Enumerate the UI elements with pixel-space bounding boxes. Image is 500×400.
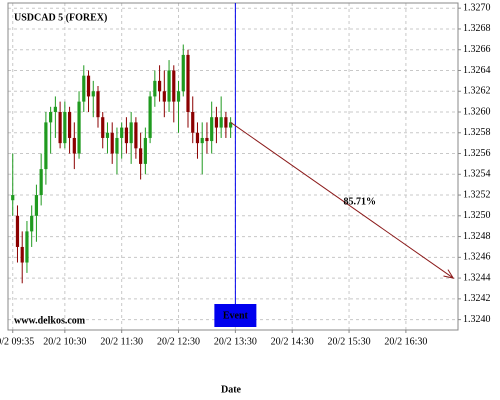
candle-body xyxy=(49,112,53,123)
candle-body xyxy=(229,122,233,128)
x-tick-label: 20/2 14:30 xyxy=(271,336,314,347)
candle-body xyxy=(139,148,143,164)
candle-body xyxy=(44,122,48,170)
candle-body xyxy=(63,112,67,144)
candle-body xyxy=(134,122,138,149)
candle-body xyxy=(34,195,39,216)
candle-body xyxy=(86,75,91,97)
candles xyxy=(11,44,233,284)
candle-body xyxy=(96,91,100,118)
candle-body xyxy=(205,137,209,142)
y-tick-label: 1.3246 xyxy=(463,252,491,263)
chart-title: USDCAD 5 (FOREX) xyxy=(14,12,107,23)
candle-body xyxy=(210,117,214,142)
prediction-arrow xyxy=(230,121,454,279)
candle-body xyxy=(157,80,162,92)
y-tick-label: 1.3248 xyxy=(463,231,491,242)
candle-body xyxy=(58,112,62,144)
candle-body xyxy=(172,70,176,102)
candle-body xyxy=(181,54,185,92)
x-tick-label: 20/2 12:30 xyxy=(157,336,200,347)
candle-body xyxy=(176,91,181,102)
candle-body xyxy=(30,215,34,232)
x-tick-label: 20/2 13:30 xyxy=(214,336,257,347)
x-tick-label: 20/2 09:35 xyxy=(0,336,34,347)
x-tick-label: 20/2 16:30 xyxy=(384,336,427,347)
candle-body xyxy=(101,117,105,138)
candle-body xyxy=(214,117,219,128)
x-tick-label: 20/2 15:30 xyxy=(328,336,371,347)
candle-body xyxy=(162,91,166,102)
candle-body xyxy=(143,137,147,164)
y-tick-label: 1.3244 xyxy=(463,272,491,283)
prediction-label: 85.71% xyxy=(344,196,377,207)
plot-frame xyxy=(7,2,459,331)
y-tick-label: 1.3242 xyxy=(463,293,491,304)
y-tick-label: 1.3262 xyxy=(463,86,491,97)
candle-body xyxy=(219,117,223,128)
candle-body xyxy=(53,106,57,112)
y-tick-label: 1.3250 xyxy=(463,210,491,221)
y-tick-label: 1.3258 xyxy=(463,127,491,138)
candle-body xyxy=(129,122,133,144)
candle-body xyxy=(115,137,119,154)
y-tick-label: 1.3240 xyxy=(463,314,491,325)
y-tick-label: 1.3264 xyxy=(463,65,491,76)
candle-body xyxy=(72,137,76,154)
candle-body xyxy=(25,231,29,263)
candle-body xyxy=(11,195,15,201)
candle-body xyxy=(91,91,95,97)
candle-body xyxy=(15,215,20,247)
candle-body xyxy=(39,169,43,196)
candle-body xyxy=(224,117,228,128)
grid xyxy=(8,3,458,330)
candle-body xyxy=(124,127,129,144)
candle-body xyxy=(20,246,24,263)
y-tick-label: 1.3260 xyxy=(463,106,491,117)
y-tick-label: 1.3270 xyxy=(463,2,491,13)
candle-body xyxy=(82,75,86,102)
x-axis-label: Date xyxy=(221,384,242,395)
candle-body xyxy=(167,70,171,102)
event-box xyxy=(214,304,257,327)
candle-body xyxy=(153,80,157,97)
event-label: Event xyxy=(223,310,249,321)
candle-body xyxy=(110,132,114,154)
candle-body xyxy=(148,96,152,138)
y-tick-label: 1.3256 xyxy=(463,148,491,159)
candle-body xyxy=(67,112,72,138)
arrow-head xyxy=(443,269,455,279)
candle-body xyxy=(105,132,110,138)
candle-body xyxy=(195,132,200,144)
y-tick-label: 1.3252 xyxy=(463,189,491,200)
x-tick-label: 20/2 10:30 xyxy=(43,336,86,347)
candle-body xyxy=(200,137,204,144)
candle-body xyxy=(120,127,124,138)
candle-body xyxy=(186,54,190,112)
y-tick-label: 1.3266 xyxy=(463,44,491,55)
watermark: www.delkos.com xyxy=(14,315,86,326)
y-tick-label: 1.3254 xyxy=(463,169,491,180)
y-tick-label: 1.3268 xyxy=(463,23,491,34)
candle-body xyxy=(191,112,195,133)
candle-body xyxy=(77,101,81,154)
x-tick-label: 20/2 11:30 xyxy=(100,336,143,347)
